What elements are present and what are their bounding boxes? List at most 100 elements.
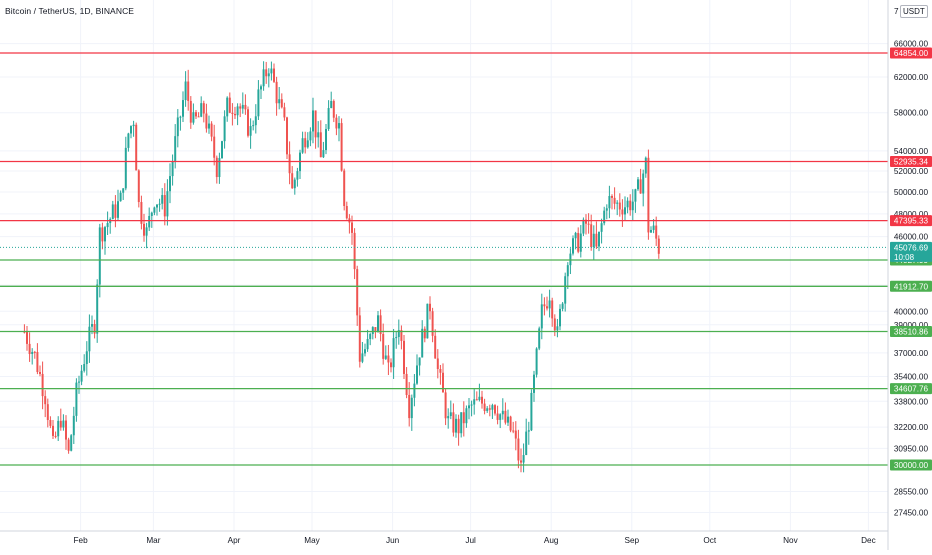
candle-body [59,420,62,428]
candle-body [543,304,546,307]
candle-body [57,420,60,437]
candle-body [491,405,494,410]
candle-body [166,191,169,217]
candle-body [244,104,247,110]
price-tick-label: 52000.00 [894,167,929,176]
currency-badge[interactable]: USDT [900,5,928,18]
candle-body [551,300,554,319]
candle-body [249,126,252,136]
candle-body [465,408,468,424]
candle-body [187,81,190,101]
candle-body [642,173,645,194]
candle-body [192,112,195,123]
candle-body [462,412,465,424]
candle-body [52,425,54,436]
candle-body [650,229,652,233]
candle-body [637,179,639,190]
support-level-badge [890,459,932,471]
time-axis[interactable]: Feb Mar Apr May Jun Jul Aug Sep Oct Nov Dec [74,536,876,545]
candle-body [595,233,598,247]
candle-body [535,348,538,375]
price-tick-label: 39000.00 [894,321,929,330]
candle-body [626,200,629,208]
candle-body [247,109,249,136]
candle-body [39,372,41,374]
candle-body [397,330,400,337]
candle-body [163,195,166,217]
candle-body [26,331,28,344]
time-tick-label: May [304,536,320,545]
candle-body [176,117,179,137]
candle-body [122,188,125,193]
candle-body [88,326,91,352]
price-tick-label: 27450.00 [894,508,929,517]
bar-countdown-label: 10:08 [894,253,915,262]
candle-body [408,394,411,419]
price-axis[interactable]: 66000.00 62000.00 58000.00 54000.00 52000.00… [889,0,932,550]
candle-body [189,100,192,123]
candle-body [475,399,478,401]
candle-body [379,315,382,334]
candle-body [499,414,502,420]
candle-body [616,202,619,204]
candle-body [143,223,145,236]
candle-body [470,404,473,406]
candle-body [296,171,299,180]
candle-body [496,413,499,420]
candle-body [444,392,447,419]
price-tick-label: 35400.00 [894,373,929,382]
candle-body [431,311,434,336]
candle-body [364,349,366,354]
candle-body [423,328,426,339]
support-level-badge [890,326,932,338]
candle-body [338,123,340,129]
candle-body [468,405,470,409]
candle-body [234,113,236,116]
candle-body [205,113,208,129]
price-tick-label: 28550.00 [894,487,929,496]
candle-body [306,140,309,148]
price-tick-label: 66000.00 [894,40,929,49]
candle-body [390,362,392,368]
candle-body [605,208,608,211]
candle-body [426,303,429,339]
candle-body [223,116,226,142]
candle-body [65,420,67,440]
candle-body [400,330,403,341]
candle-body [254,116,257,126]
price-tick-label: 37000.00 [894,349,929,358]
horizontal-levels[interactable] [0,52,888,466]
price-badges: 64854.0052935.3447395.3344027.9941912.70… [890,47,932,471]
candle-body [150,212,153,216]
candle-body [631,201,634,211]
candle-body [119,192,122,202]
candle-body [603,210,606,224]
candle-body [358,315,361,362]
candle-body [228,97,231,113]
candle-body [132,124,135,127]
candle-body [114,204,117,218]
candle-body [533,374,535,393]
candle-body [387,355,390,363]
candle-body [647,157,650,233]
candle-body [148,215,151,228]
candle-body [330,101,333,109]
candle-body [319,132,322,158]
candle-body [327,108,330,129]
candle-body [83,364,86,371]
candle-body [111,204,114,220]
candle-body [621,209,624,215]
symbol-title[interactable]: Bitcoin / TetherUS, 1D, BINANCE [5,6,135,16]
candle-body [351,222,353,233]
candle-body [494,405,496,414]
time-tick-label: Jul [465,536,476,545]
candle-body [104,227,106,242]
candle-body [231,112,234,114]
candle-body [634,189,637,202]
price-axis-background [889,0,932,550]
candle-body [413,383,416,398]
candle-body [286,117,288,155]
candle-body [252,125,255,127]
